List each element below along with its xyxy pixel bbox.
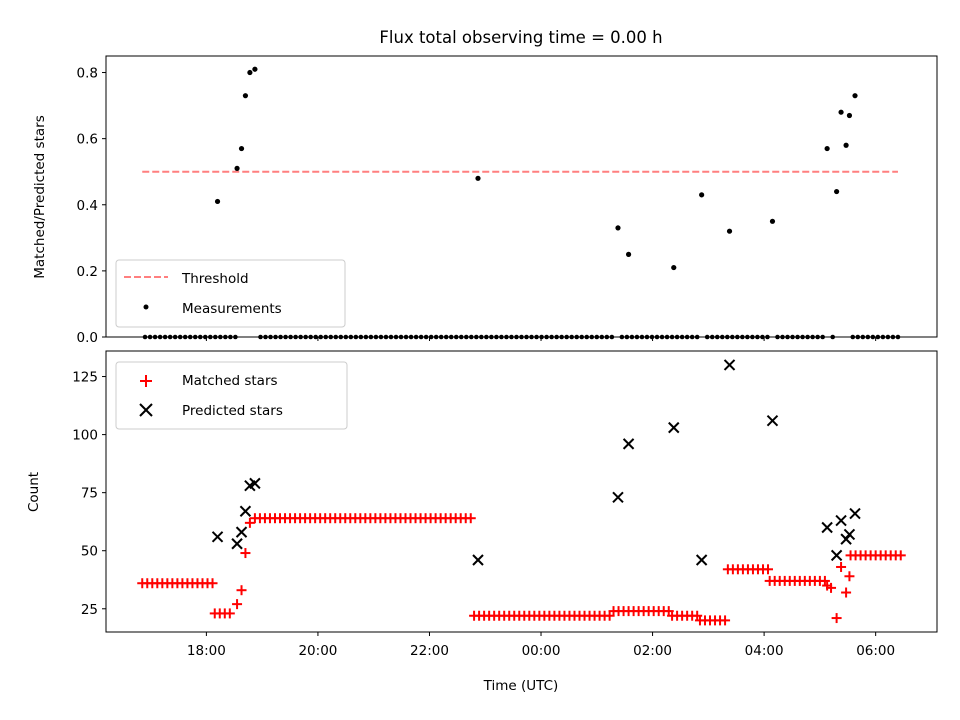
measurement-point [838,109,844,115]
measurement-point [769,218,776,224]
matched-star-point [841,587,852,598]
bottom-x-ticks: 18:00 20:00 22:00 00:00 02:00 04:00 06:00 [187,632,895,659]
predicted-star-point [849,507,861,520]
matched-star-point [831,613,842,624]
bottom-y-tick-label: 125 [72,370,98,386]
predicted-star-point [821,521,833,534]
predicted-star-point [249,477,261,490]
bottom-x-tick-label: 20:00 [298,643,337,659]
predicted-star-point [723,359,736,371]
measurement-point [824,145,830,152]
predicted-star-point [231,538,243,550]
bottom-x-tick-label: 00:00 [522,643,561,659]
measurement-point [834,188,840,195]
bottom-legend: Matched stars Predicted stars [115,361,348,430]
measurement-point [214,198,221,205]
top-legend: Threshold Measurements [115,259,346,328]
measurement-point [846,112,853,119]
legend-predicted-label: Predicted stars [182,403,283,419]
bottom-x-tick-label: 22:00 [410,643,449,659]
matched-star-point [895,550,906,561]
bottom-legend-box [115,361,348,430]
bottom-y-tick-label: 50 [81,544,98,560]
matched-star-point [826,582,837,593]
bottom-x-tick-label: 06:00 [856,643,895,659]
top-panel: 0.00.20.40.60.8 Matched/Predicted stars … [32,55,938,346]
legend-measurements-label: Measurements [182,301,282,317]
predicted-star-point [235,526,248,538]
legend-predicted-swatch [139,403,153,417]
measurement-point [852,93,858,99]
measurement-point [234,165,240,171]
matched-star-point [224,608,235,619]
bottom-y-axis-label: Count [26,472,42,512]
measurement-point [242,93,249,99]
matched-star-point [236,585,247,596]
measurement-point [843,142,849,148]
matched-star-point [844,571,855,582]
predicted-star-point [695,554,708,566]
measurement-point [671,264,677,271]
matched-star-point [240,548,251,559]
matched-star-point [819,575,830,586]
predicted-star-point [835,514,847,527]
legend-matched-swatch [140,375,152,387]
measurement-point [625,251,632,257]
top-y-ticks: 0.0 0.2 0.4 0.6 0.8 [77,66,106,346]
top-plot-area [142,66,901,340]
top-y-tick-label: 0.0 [77,330,98,346]
legend-measurements-swatch [143,304,149,310]
matched-star-point [232,599,243,610]
measurement-point [238,145,245,152]
chart-title: Flux total observing time = 0.00 h [379,28,662,47]
bottom-x-tick-label: 02:00 [633,643,672,659]
matched-star-point [465,513,476,524]
legend-matched-label: Matched stars [182,373,278,389]
predicted-star-point [239,505,252,517]
matched-star-point [244,517,255,528]
top-y-tick-label: 0.2 [77,264,98,280]
measurement-point [247,69,253,76]
bottom-y-tick-label: 75 [81,486,98,502]
matched-star-point [763,564,774,575]
bottom-axes-frame [105,350,938,633]
measurement-point [615,225,621,231]
matched-star-point [836,561,847,572]
predicted-star-point [472,554,484,566]
predicted-star-point [830,549,843,562]
top-legend-box [115,259,346,328]
top-y-tick-label: 0.8 [77,66,98,82]
measurement-point [475,175,481,181]
bottom-y-tick-label: 100 [72,428,98,444]
measurement-point [699,192,705,198]
predicted-star-point [622,438,635,450]
bottom-plot-area [137,359,906,626]
legend-threshold-label: Threshold [181,271,249,287]
predicted-star-point [211,531,224,543]
top-x-ticks [205,337,877,341]
bottom-x-tick-label: 18:00 [187,643,226,659]
x-axis-label: Time (UTC) [483,678,559,694]
bottom-x-tick-label: 04:00 [745,643,784,659]
top-y-tick-label: 0.6 [77,132,98,148]
bottom-y-tick-label: 25 [81,602,98,618]
predicted-star-point [612,491,624,504]
matched-star-point [720,615,731,626]
measurement-point [726,228,733,234]
predicted-star-point [766,414,779,427]
bottom-panel: 25 50 75 100 125 18:00 20:00 22:00 00:00 02:00 04… [26,350,938,694]
top-axes-frame [105,55,938,338]
top-y-axis-label: Matched/Predicted stars [32,115,48,278]
bottom-y-ticks: 25 50 75 100 125 [72,370,106,618]
predicted-star-point [668,421,680,434]
matched-star-point [207,578,218,589]
predicted-star-point [843,528,856,541]
measurement-point [252,66,258,72]
top-y-tick-label: 0.4 [77,198,98,214]
